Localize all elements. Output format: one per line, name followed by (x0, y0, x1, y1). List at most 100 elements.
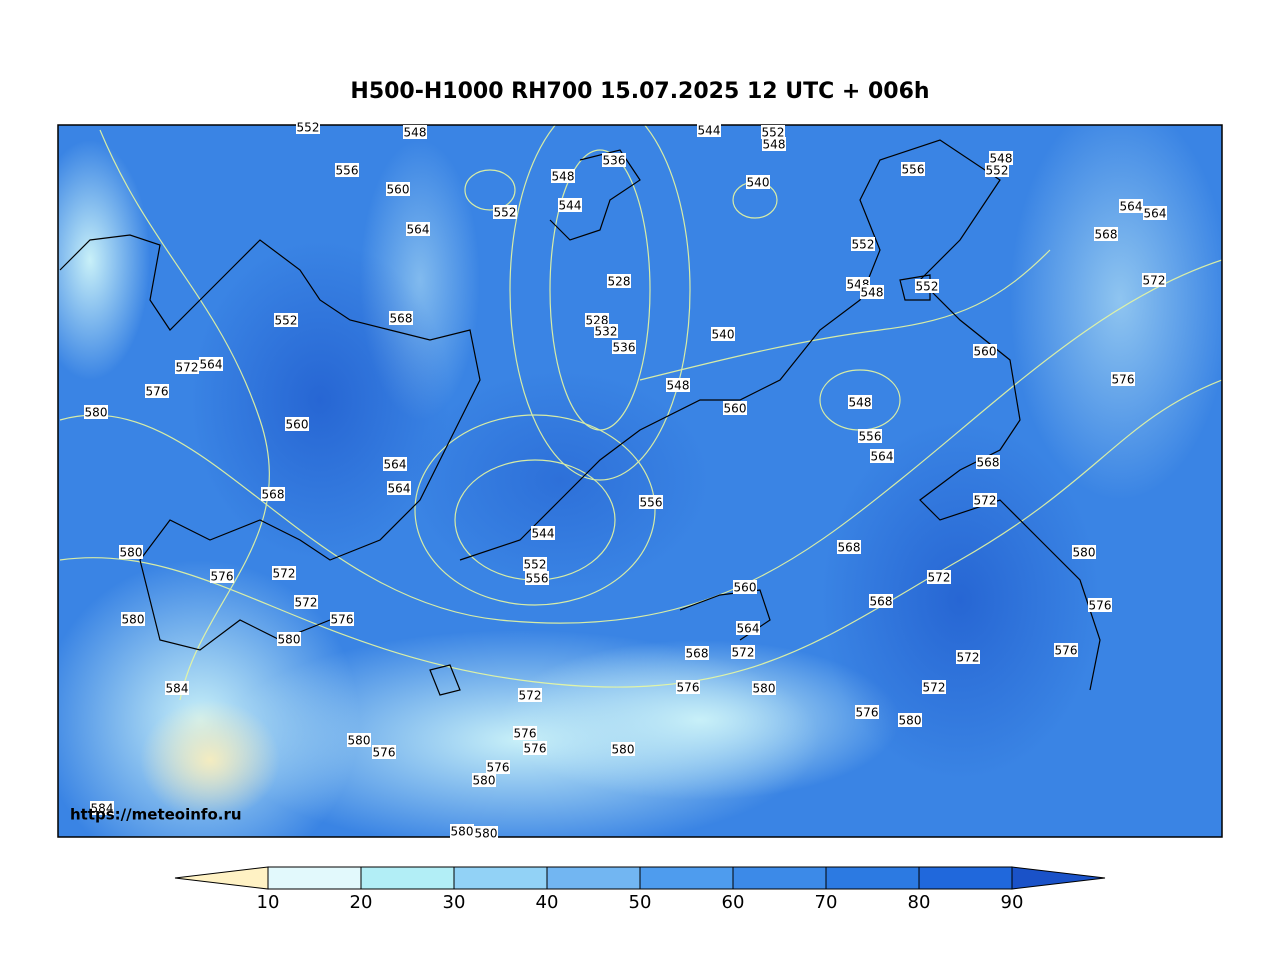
contour-label-bg (296, 120, 320, 134)
contour-label-bg (733, 580, 757, 594)
contour-label-bg (761, 125, 785, 139)
contour-label: 544 (698, 124, 721, 138)
contour-label: 580 (348, 734, 371, 748)
contour-label: 576 (373, 746, 396, 760)
contour-label: 564 (200, 358, 223, 372)
colorbar: 10 20 30 40 50 60 70 80 90 (174, 866, 1106, 913)
contour-label-bg (272, 566, 296, 580)
contour-label-bg (145, 384, 169, 398)
contour-label-bg (285, 417, 309, 431)
contour-label-bg (611, 742, 635, 756)
contour-label: 576 (514, 727, 537, 741)
contour-label: 552 (986, 164, 1009, 178)
map (58, 125, 1222, 837)
contour-label-bg (518, 688, 542, 702)
contour-label: 560 (724, 402, 747, 416)
contour-label: 544 (559, 199, 582, 213)
contour-label: 552 (852, 238, 875, 252)
contour-label: 576 (1089, 599, 1112, 613)
contour-label: 580 (120, 546, 143, 560)
contour-label-bg (1143, 206, 1167, 220)
contour-label-bg (607, 274, 631, 288)
contour-label: 576 (146, 385, 169, 399)
contour-label-bg (330, 612, 354, 626)
colorbar-segment (825, 866, 920, 890)
contour-label: 540 (712, 328, 735, 342)
contour-label-bg (531, 526, 555, 540)
contour-label: 540 (747, 176, 770, 190)
contour-label: 552 (916, 280, 939, 294)
contour-label: 548 (990, 152, 1013, 166)
contour-label-bg (523, 741, 547, 755)
contour-label-bg (551, 169, 575, 183)
contour-label: 560 (286, 418, 309, 432)
contour-label: 580 (1073, 546, 1096, 560)
contour-label-bg (851, 237, 875, 251)
colorbar-tick-label: 60 (722, 892, 745, 913)
contour-label: 564 (388, 482, 411, 496)
contour-label: 548 (667, 379, 690, 393)
contour-label: 564 (871, 450, 894, 464)
contour-label-bg (277, 632, 301, 646)
contour-label: 548 (404, 126, 427, 140)
contour-label-bg (119, 545, 143, 559)
contour-label-bg (736, 621, 760, 635)
title: H500-H1000 RH700 15.07.2025 12 UTC + 006… (350, 79, 929, 104)
contour-label: 576 (331, 613, 354, 627)
contour-label-bg (927, 570, 951, 584)
contour-label-bg (976, 455, 1000, 469)
contour-label-bg (612, 340, 636, 354)
contour-label-bg (711, 327, 735, 341)
contour-label-bg (870, 449, 894, 463)
contour-label-bg (848, 395, 872, 409)
contour-label: 568 (977, 456, 1000, 470)
colorbar-tick-label: 90 (1001, 892, 1024, 913)
contour-label: 576 (677, 681, 700, 695)
contour-label-bg (472, 773, 496, 787)
contour-label-bg (666, 378, 690, 392)
contour-label: 580 (122, 613, 145, 627)
contour-label: 576 (1112, 373, 1135, 387)
contour-label-bg (294, 595, 318, 609)
contour-label-bg (274, 313, 298, 327)
contour-label-bg (973, 344, 997, 358)
contour-label-bg (922, 680, 946, 694)
colorbar-tick-label: 30 (443, 892, 466, 913)
colorbar-tick-label: 50 (629, 892, 652, 913)
contour-label-bg (989, 151, 1013, 165)
contour-label-bg (746, 175, 770, 189)
contour-label-bg (558, 198, 582, 212)
contour-label: 568 (1095, 228, 1118, 242)
contour-label-bg (486, 760, 510, 774)
contour-label-bg (1054, 643, 1078, 657)
contour-label-bg (1088, 598, 1112, 612)
contour-label: 564 (384, 458, 407, 472)
contour-label: 552 (275, 314, 298, 328)
contour-label: 568 (838, 541, 861, 555)
contour-label: 532 (595, 325, 618, 339)
contour-label: 560 (734, 581, 757, 595)
contour-label-bg (585, 313, 609, 327)
contour-label-bg (956, 650, 980, 664)
contour-label: 564 (1144, 207, 1167, 221)
contour-label: 536 (603, 154, 626, 168)
contour-label: 548 (861, 286, 884, 300)
contour-label: 580 (278, 633, 301, 647)
contour-label: 552 (297, 121, 320, 135)
contour-label: 572 (928, 571, 951, 585)
contour-label: 564 (1120, 200, 1143, 214)
contour-label-bg (676, 680, 700, 694)
contour-label-bg (335, 163, 359, 177)
contour-label-bg (1094, 227, 1118, 241)
contour-label: 580 (753, 682, 776, 696)
contour-label: 572 (732, 646, 755, 660)
contour-label-bg (869, 594, 893, 608)
contour-label: 572 (176, 361, 199, 375)
colorbar-over (1011, 866, 1106, 890)
watermark: https://meteoinfo.ru (70, 806, 242, 824)
contour-label-bg (403, 125, 427, 139)
colorbar-tick-label: 20 (350, 892, 373, 913)
contour-label: 572 (273, 567, 296, 581)
contour-label-bg (915, 279, 939, 293)
contour-label-bg (901, 162, 925, 176)
